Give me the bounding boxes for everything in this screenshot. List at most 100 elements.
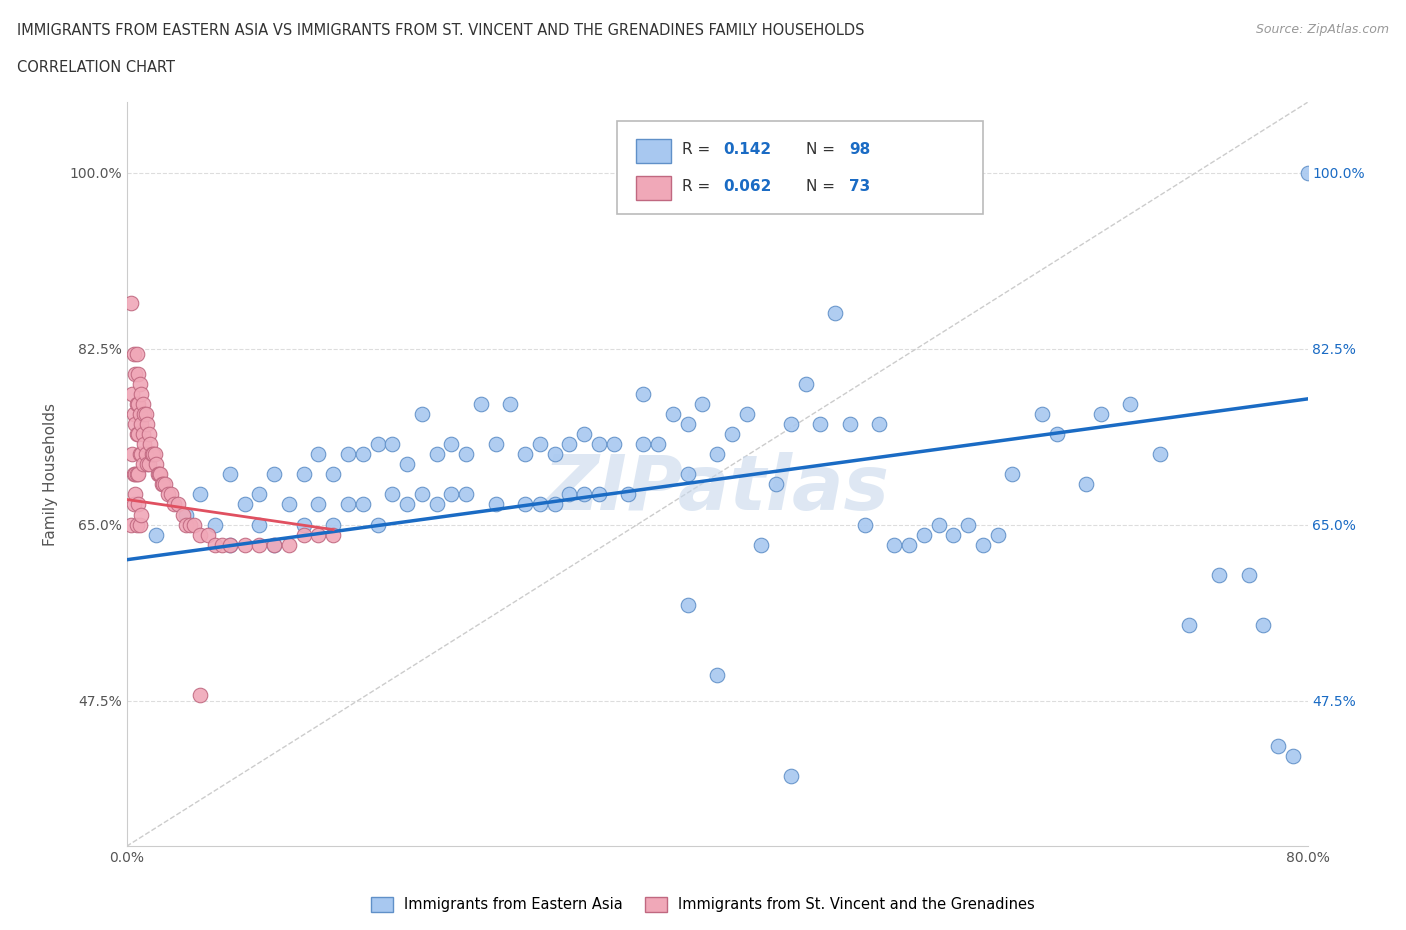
Point: [1001, 467, 1024, 482]
Text: 0.062: 0.062: [723, 179, 772, 193]
Point: [706, 446, 728, 461]
Point: [219, 538, 242, 552]
Point: [779, 417, 801, 432]
Point: [125, 427, 148, 442]
Point: [1076, 477, 1098, 492]
Point: [706, 668, 728, 683]
Point: [366, 517, 388, 532]
Text: 73: 73: [849, 179, 870, 193]
Point: [574, 427, 596, 442]
Point: [183, 517, 205, 532]
Point: [942, 527, 965, 542]
Point: [278, 538, 301, 552]
Point: [292, 467, 315, 482]
Point: [574, 487, 596, 502]
Point: [263, 538, 285, 552]
Point: [484, 437, 508, 452]
Point: [188, 487, 211, 502]
Point: [869, 417, 891, 432]
Text: IMMIGRANTS FROM EASTERN ASIA VS IMMIGRANTS FROM ST. VINCENT AND THE GRENADINES F: IMMIGRANTS FROM EASTERN ASIA VS IMMIGRAN…: [17, 23, 865, 38]
Text: ZIPatlas: ZIPatlas: [544, 452, 890, 526]
Point: [132, 396, 155, 411]
Point: [735, 406, 758, 421]
Point: [381, 437, 404, 452]
Point: [322, 527, 344, 542]
Point: [136, 457, 159, 472]
Legend: Immigrants from Eastern Asia, Immigrants from St. Vincent and the Grenadines: Immigrants from Eastern Asia, Immigrants…: [366, 891, 1040, 918]
Text: 98: 98: [849, 141, 870, 156]
Point: [1149, 446, 1171, 461]
Point: [247, 538, 270, 552]
Point: [136, 417, 159, 432]
Point: [124, 366, 146, 381]
Point: [122, 346, 145, 361]
Point: [292, 517, 315, 532]
Point: [779, 768, 801, 783]
Point: [145, 527, 167, 542]
Text: N =: N =: [806, 141, 835, 156]
Text: N =: N =: [806, 179, 835, 193]
Point: [127, 427, 149, 442]
Point: [928, 517, 950, 532]
Point: [128, 446, 150, 461]
Point: [121, 387, 143, 402]
Point: [307, 497, 329, 512]
Point: [543, 497, 565, 512]
Point: [676, 467, 699, 482]
Point: [499, 396, 522, 411]
Point: [440, 487, 463, 502]
Point: [307, 527, 329, 542]
Point: [454, 446, 477, 461]
Point: [141, 446, 163, 461]
Point: [127, 396, 149, 411]
Point: [352, 446, 374, 461]
Point: [188, 527, 211, 542]
Point: [543, 446, 565, 461]
Point: [1178, 618, 1201, 632]
Point: [956, 517, 979, 532]
Point: [197, 527, 219, 542]
Point: [152, 477, 174, 492]
Point: [484, 497, 508, 512]
Point: [751, 538, 773, 552]
Point: [883, 538, 905, 552]
Text: Source: ZipAtlas.com: Source: ZipAtlas.com: [1256, 23, 1389, 36]
Point: [127, 366, 149, 381]
Point: [129, 417, 153, 432]
Point: [1282, 749, 1305, 764]
Point: [440, 437, 463, 452]
Point: [558, 487, 581, 502]
Point: [588, 487, 610, 502]
Point: [263, 467, 285, 482]
Point: [159, 487, 183, 502]
Point: [163, 497, 186, 512]
Point: [322, 467, 344, 482]
Point: [529, 497, 551, 512]
Point: [121, 446, 143, 461]
Point: [172, 507, 194, 522]
Point: [1237, 567, 1260, 582]
Point: [366, 437, 388, 452]
Point: [153, 477, 176, 492]
Point: [1251, 618, 1274, 632]
Point: [125, 517, 148, 532]
Point: [167, 497, 190, 512]
Point: [247, 487, 270, 502]
Point: [1031, 406, 1053, 421]
Point: [233, 538, 256, 552]
Point: [120, 296, 142, 311]
Point: [676, 417, 699, 432]
Point: [219, 538, 242, 552]
Point: [156, 487, 179, 502]
Point: [1296, 166, 1319, 180]
Point: [810, 417, 832, 432]
Point: [470, 396, 492, 411]
Point: [124, 417, 146, 432]
Point: [838, 417, 860, 432]
Point: [647, 437, 669, 452]
Point: [128, 377, 150, 392]
Point: [381, 487, 404, 502]
Point: [558, 437, 581, 452]
Point: [631, 387, 654, 402]
Point: [454, 487, 477, 502]
